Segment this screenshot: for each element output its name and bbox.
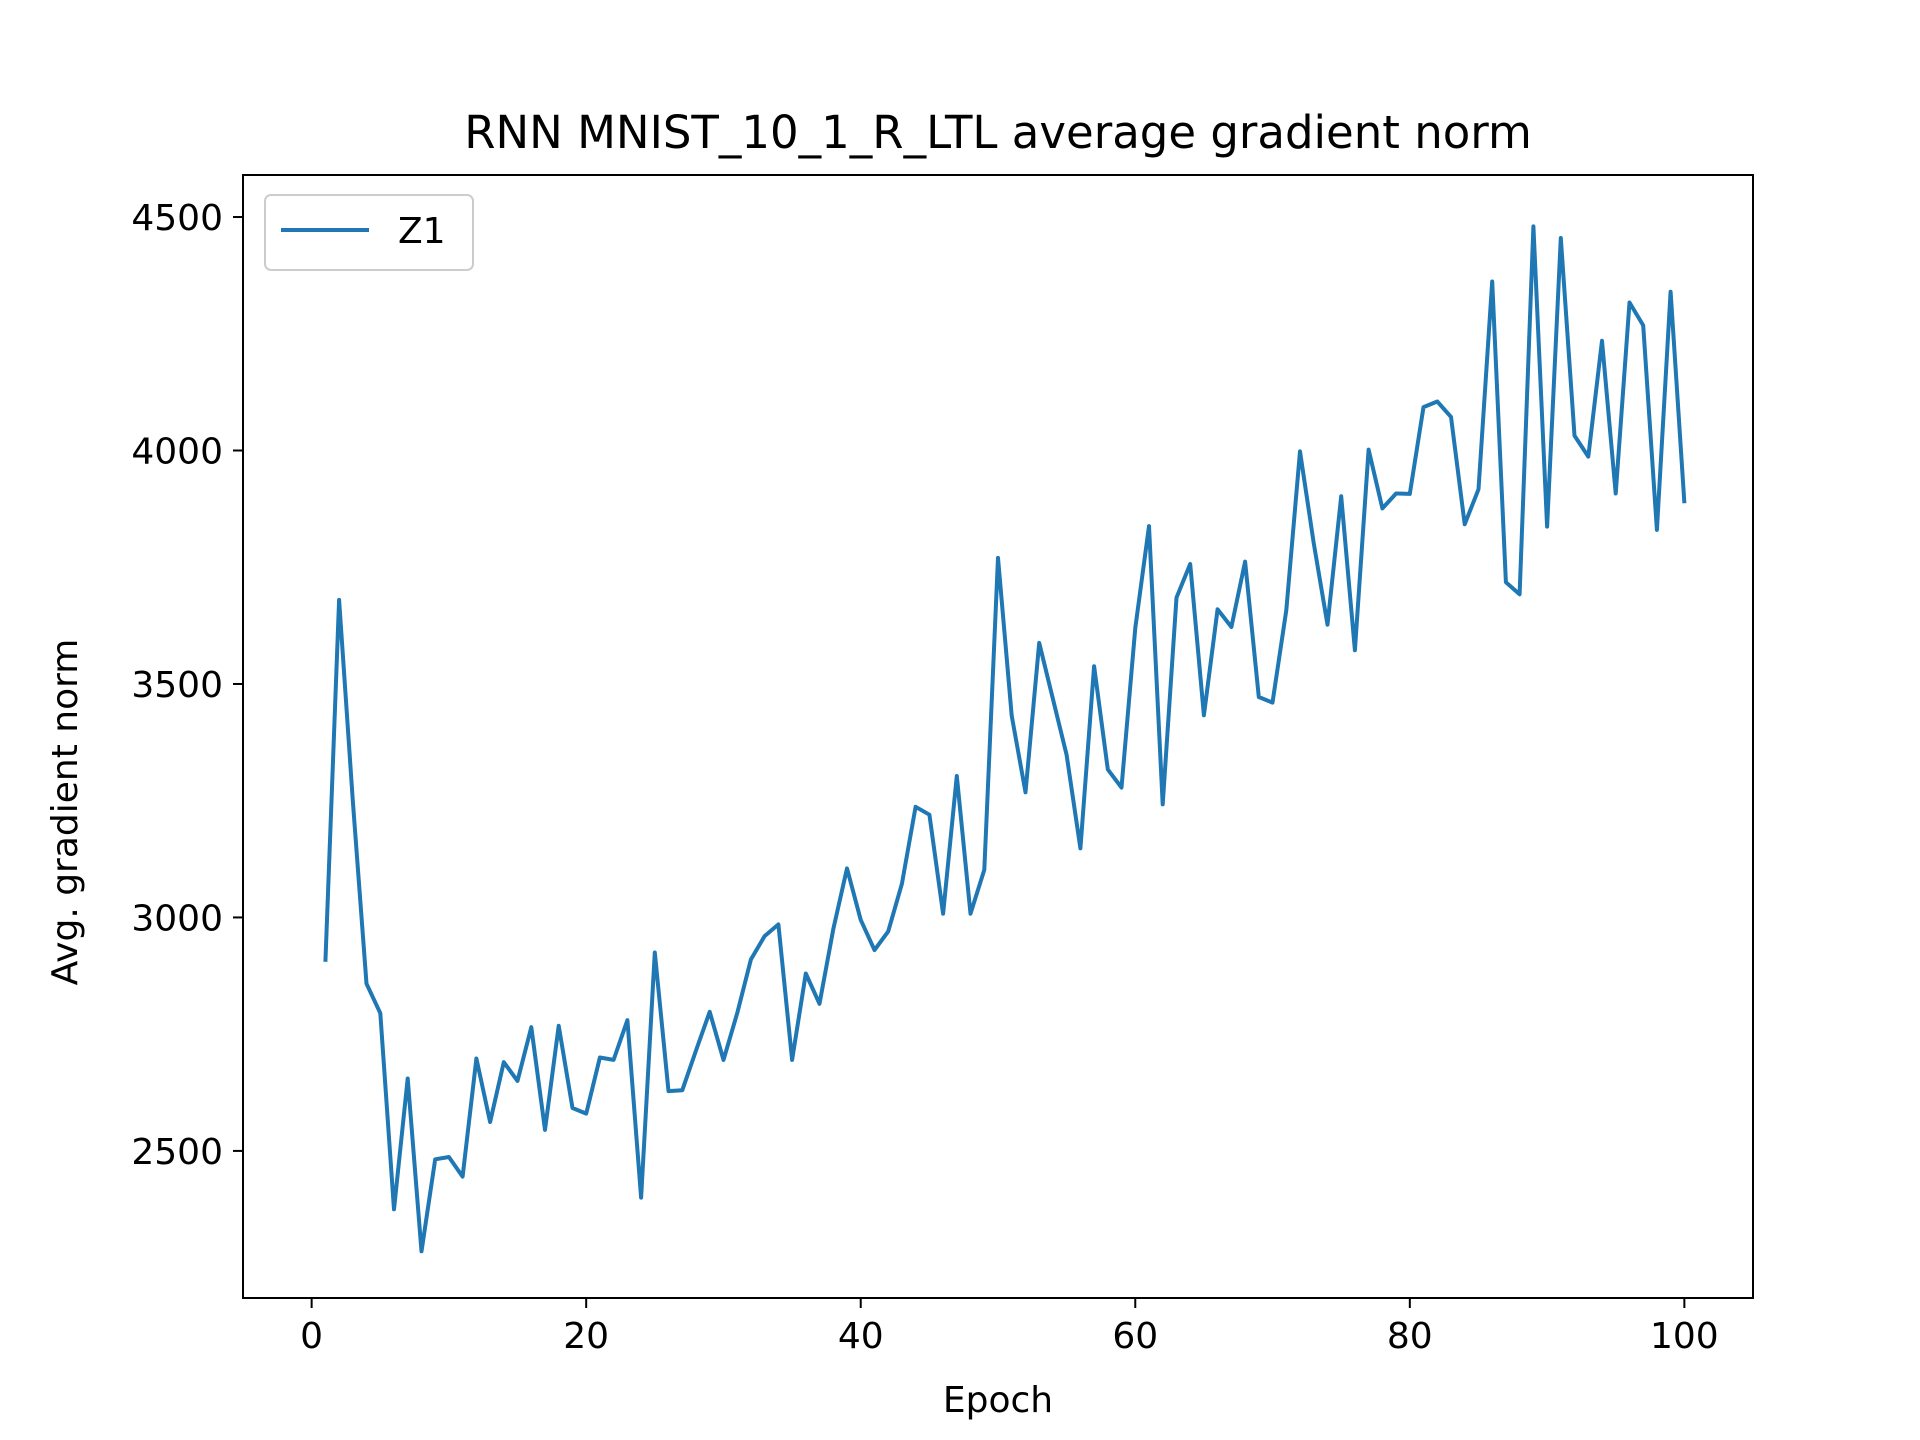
legend: Z1 bbox=[264, 194, 474, 271]
series-lines bbox=[323, 224, 1687, 1254]
y-axis-ticks: 2500 3000 3500 4000 4500 bbox=[131, 198, 243, 1173]
plot-frame bbox=[242, 174, 1754, 1299]
series-line-z1 bbox=[323, 224, 1687, 1254]
y-axis-label: Avg. gradient norm bbox=[45, 639, 86, 986]
y-tick-label: 2500 bbox=[131, 1132, 223, 1173]
legend-box bbox=[264, 194, 474, 271]
chart-title: RNN MNIST_10_1_R_LTL average gradient no… bbox=[464, 106, 1532, 159]
y-tick-label: 4000 bbox=[131, 431, 223, 472]
x-tick-label: 80 bbox=[1387, 1316, 1433, 1357]
x-tick-label: 100 bbox=[1650, 1316, 1719, 1357]
y-tick-label: 4500 bbox=[131, 198, 223, 239]
x-tick-label: 40 bbox=[838, 1316, 884, 1357]
x-tick-label: 0 bbox=[300, 1316, 323, 1357]
x-axis-label: Epoch bbox=[943, 1380, 1053, 1421]
y-tick-label: 3000 bbox=[131, 898, 223, 939]
x-axis-ticks: 0 20 40 60 80 100 bbox=[300, 1298, 1719, 1357]
x-tick-label: 20 bbox=[563, 1316, 609, 1357]
y-tick-label: 3500 bbox=[131, 665, 223, 706]
x-tick-label: 60 bbox=[1112, 1316, 1158, 1357]
legend-label-z1: Z1 bbox=[398, 211, 446, 252]
